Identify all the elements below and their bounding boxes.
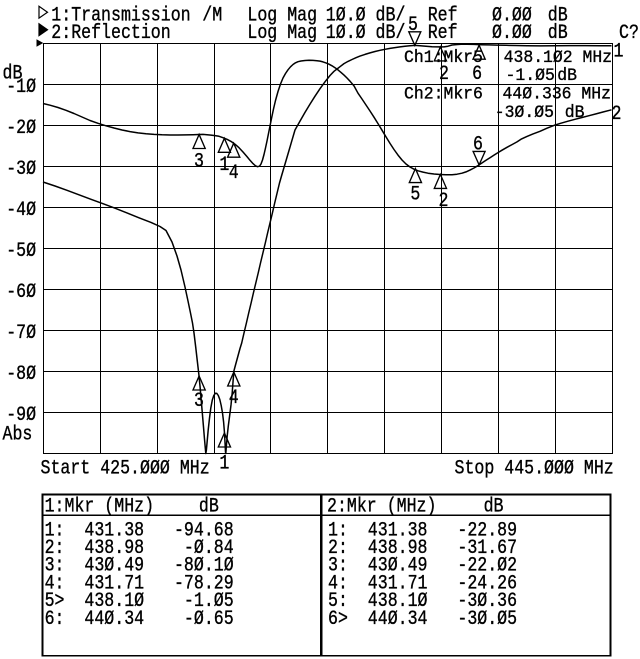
svg-text:-9Ø: -9Ø (6, 403, 36, 426)
svg-text:4: 431.71 -78.29: 4: 431.71 -78.29 (45, 572, 234, 595)
svg-text:6: 6 (473, 133, 483, 156)
svg-text:Stop 445.ØØØ MHz: Stop 445.ØØØ MHz (455, 457, 614, 480)
svg-text:-3Ø: -3Ø (6, 158, 36, 181)
svg-text:6: 6 (472, 63, 482, 86)
svg-text:1:Transmission: 1:Transmission (51, 4, 190, 27)
svg-text:dB: dB (484, 495, 504, 518)
svg-text:2: 2 (439, 63, 449, 86)
svg-text:-8Ø: -8Ø (6, 363, 36, 386)
svg-text:Ref: Ref (428, 22, 458, 45)
svg-text:dB: dB (3, 62, 23, 85)
svg-text:4: 4 (229, 162, 239, 185)
svg-text:1: 1 (219, 154, 229, 177)
svg-text:Ch2:Mkr6: Ch2:Mkr6 (404, 85, 483, 105)
svg-text:1: 1 (219, 452, 229, 475)
svg-text:Log Mag: Log Mag (247, 22, 317, 45)
svg-text:6> 44Ø.34 -3Ø.Ø5: 6> 44Ø.34 -3Ø.Ø5 (328, 607, 517, 630)
svg-text:1Ø.Ø dB/: 1Ø.Ø dB/ (326, 4, 406, 27)
svg-text:Ch1:Mkr5: Ch1:Mkr5 (404, 49, 483, 69)
svg-text:dB: dB (557, 67, 577, 87)
svg-text:C?: C? (619, 22, 639, 45)
svg-text:1:Mkr (MHz): 1:Mkr (MHz) (45, 495, 154, 518)
svg-text:2: 2 (612, 103, 622, 126)
svg-text:dB: dB (199, 495, 219, 518)
svg-text:1: 431.38 -94.68: 1: 431.38 -94.68 (45, 519, 234, 542)
svg-text:4: 431.71 -24.26: 4: 431.71 -24.26 (328, 572, 517, 595)
svg-text:3: 3 (194, 150, 204, 173)
svg-text:1Ø.Ø dB/: 1Ø.Ø dB/ (326, 22, 406, 45)
svg-text:2: 438.98 -Ø.84: 2: 438.98 -Ø.84 (45, 537, 234, 560)
svg-text:1: 431.38 -22.89: 1: 431.38 -22.89 (328, 519, 517, 542)
svg-text:3: 3 (194, 390, 204, 413)
svg-text:dB: dB (565, 104, 585, 124)
svg-text:-1Ø: -1Ø (6, 76, 36, 99)
svg-text:2: 438.98 -31.67: 2: 438.98 -31.67 (328, 537, 517, 560)
svg-text:6: 44Ø.34 -Ø.65: 6: 44Ø.34 -Ø.65 (45, 607, 234, 630)
svg-text:dB: dB (548, 22, 568, 45)
svg-text:438.1Ø2 MHz: 438.1Ø2 MHz (504, 49, 612, 69)
svg-text:-3Ø.Ø5: -3Ø.Ø5 (495, 104, 554, 124)
svg-text:Ø.ØØ: Ø.ØØ (492, 22, 532, 45)
svg-text:3: 43Ø.49 -22.Ø2: 3: 43Ø.49 -22.Ø2 (328, 554, 517, 577)
svg-text:44Ø.336 MHz: 44Ø.336 MHz (503, 85, 611, 105)
svg-text:/M: /M (202, 4, 222, 27)
svg-text:5: 5 (408, 14, 418, 37)
svg-text:-1.Ø5: -1.Ø5 (506, 67, 555, 87)
svg-text:-2Ø: -2Ø (6, 117, 36, 140)
svg-text:dB: dB (548, 4, 568, 27)
svg-text:Ref: Ref (428, 4, 458, 27)
svg-text:Log Mag: Log Mag (247, 4, 317, 27)
svg-text:3: 43Ø.49 -8Ø.1Ø: 3: 43Ø.49 -8Ø.1Ø (45, 554, 234, 577)
svg-text:2: 2 (439, 190, 449, 213)
svg-text:5> 438.1Ø -1.Ø5: 5> 438.1Ø -1.Ø5 (45, 590, 234, 613)
svg-text:-6Ø: -6Ø (6, 281, 36, 304)
svg-text:5: 5 (410, 183, 420, 206)
svg-text:-7Ø: -7Ø (6, 322, 36, 345)
svg-text:2:Mkr (MHz): 2:Mkr (MHz) (327, 495, 436, 518)
svg-text:4: 4 (229, 386, 239, 409)
svg-text:Start 425.ØØØ MHz: Start 425.ØØØ MHz (41, 457, 210, 480)
svg-text:1: 1 (614, 40, 624, 63)
svg-text:-4Ø: -4Ø (6, 199, 36, 222)
svg-text:5: 438.1Ø -3Ø.36: 5: 438.1Ø -3Ø.36 (328, 590, 517, 613)
svg-text:-5Ø: -5Ø (6, 240, 36, 263)
svg-text:Ø.ØØ: Ø.ØØ (492, 4, 532, 27)
svg-text:Abs: Abs (3, 423, 33, 446)
svg-text:2:Reflection: 2:Reflection (51, 22, 170, 45)
